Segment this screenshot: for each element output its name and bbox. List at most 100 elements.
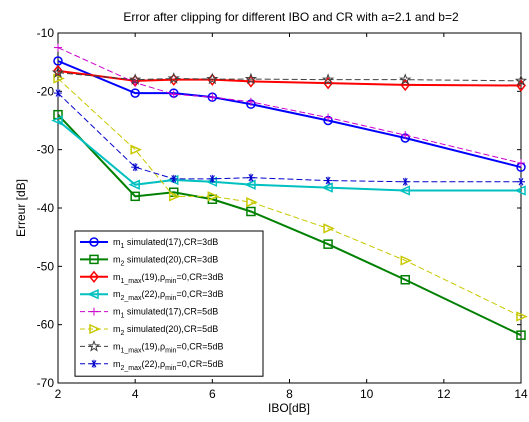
y-tick-label: -10 xyxy=(37,26,55,40)
data-point xyxy=(208,93,217,102)
data-point xyxy=(401,177,410,186)
data-point xyxy=(244,72,258,85)
x-tick-label: 4 xyxy=(132,387,139,401)
series-7 xyxy=(51,66,528,87)
series-layer xyxy=(51,43,528,340)
legend-entry: m2 simulated(20),CR=5dB xyxy=(80,323,218,337)
x-tick-label: 10 xyxy=(360,387,374,401)
data-point xyxy=(323,239,333,249)
series-line xyxy=(57,113,522,337)
x-tick-label: 2 xyxy=(55,387,62,401)
data-point xyxy=(54,89,62,98)
legend-marker xyxy=(87,339,101,352)
data-point xyxy=(207,73,218,86)
data-point xyxy=(129,73,142,85)
data-point xyxy=(53,73,65,84)
legend-entry: m1 simulated(17),CR=5dB xyxy=(80,307,218,320)
x-tick-label: 6 xyxy=(209,387,216,401)
legend-marker xyxy=(89,237,99,247)
data-point xyxy=(169,90,178,99)
y-tick-label: -70 xyxy=(37,376,55,390)
y-tick-label: -20 xyxy=(37,84,55,98)
series-line xyxy=(57,47,522,164)
data-point xyxy=(51,66,65,78)
legend-marker xyxy=(89,323,101,335)
legend-marker xyxy=(90,307,98,316)
chart-title: Error after clipping for different IBO a… xyxy=(123,10,459,24)
data-point xyxy=(208,174,217,183)
legend-entry: m2_max(22),ρmin=0,CR=5dB xyxy=(80,359,223,372)
data-point xyxy=(130,88,140,98)
data-point xyxy=(131,163,140,172)
data-point xyxy=(51,115,63,126)
legend-marker xyxy=(89,254,99,265)
y-tick-label: -40 xyxy=(37,201,55,215)
data-point xyxy=(54,43,62,52)
legend-entry: m1 simulated(17),CR=3dB xyxy=(80,237,218,250)
y-tick-label: -50 xyxy=(37,259,55,273)
series-8 xyxy=(54,89,525,186)
data-point xyxy=(517,159,525,168)
series-line xyxy=(57,119,521,192)
data-point xyxy=(130,144,143,155)
legend-label: m1 simulated(17),CR=3dB xyxy=(113,237,218,250)
data-point xyxy=(516,311,528,322)
legend-entry: m2_max(22),ρmin=0,CR=3dB xyxy=(80,289,223,302)
legend-entry: m1_max(19),ρmin=0,CR=5dB xyxy=(80,339,223,354)
legend-label: m1_max(19),ρmin=0,CR=5dB xyxy=(113,341,223,354)
data-point xyxy=(514,74,528,87)
data-point xyxy=(398,185,410,196)
data-point xyxy=(400,255,413,266)
series-5 xyxy=(54,43,525,168)
data-point xyxy=(321,182,333,193)
data-point xyxy=(401,131,410,140)
data-point xyxy=(246,173,255,182)
data-point xyxy=(323,223,335,234)
legend-label: m2 simulated(20),CR=5dB xyxy=(113,324,218,337)
data-point xyxy=(516,330,526,340)
data-point xyxy=(246,97,255,106)
data-point xyxy=(399,73,412,85)
x-tick-label: 12 xyxy=(437,387,451,401)
y-tick-label: -60 xyxy=(37,318,55,332)
legend: m1 simulated(17),CR=3dB m2 simulated(20),… xyxy=(74,230,264,377)
series-line xyxy=(57,72,522,82)
data-point xyxy=(128,179,140,190)
data-point xyxy=(206,72,219,85)
legend-label: m2_max(22),ρmin=0,CR=5dB xyxy=(113,359,223,372)
data-point xyxy=(244,179,256,190)
data-point xyxy=(207,191,220,202)
series-line xyxy=(57,92,521,183)
data-point xyxy=(324,176,333,185)
data-point xyxy=(169,174,178,183)
data-point xyxy=(246,206,256,217)
legend-box xyxy=(74,230,264,377)
legend-label: m2_max(22),ρmin=0,CR=3dB xyxy=(113,289,223,302)
data-point xyxy=(246,197,258,208)
data-point xyxy=(400,275,410,285)
data-point xyxy=(517,177,525,186)
data-point xyxy=(130,191,140,202)
data-point xyxy=(324,113,333,122)
legend-marker xyxy=(90,359,98,368)
legend-marker xyxy=(87,289,99,300)
legend-entry: m1_max(19),ρmin=0,CR=3dB xyxy=(80,270,223,285)
legend-label: m1 simulated(17),CR=5dB xyxy=(113,307,218,320)
legend-entry: m2 simulated(20),CR=3dB xyxy=(80,254,218,267)
data-point xyxy=(514,185,526,196)
series-6 xyxy=(53,73,528,322)
legend-label: m1_max(19),ρmin=0,CR=3dB xyxy=(113,272,223,285)
data-point xyxy=(321,73,335,85)
x-axis-label: IBO[dB] xyxy=(268,401,310,415)
x-tick-label: 8 xyxy=(286,387,293,401)
data-point xyxy=(169,191,181,202)
series-line xyxy=(57,69,522,87)
data-point xyxy=(167,72,180,84)
y-axis-label: Erreur [dB] xyxy=(14,179,28,237)
y-tick-label: -30 xyxy=(37,143,55,157)
x-tick-label: 14 xyxy=(514,387,528,401)
series-line xyxy=(57,60,522,169)
axis-ticks: 2 4 6 8 10 12 14 -10 -20 -30 -40 -50 -60 -70 xyxy=(37,26,528,401)
legend-label: m2 simulated(20),CR=3dB xyxy=(113,254,218,267)
